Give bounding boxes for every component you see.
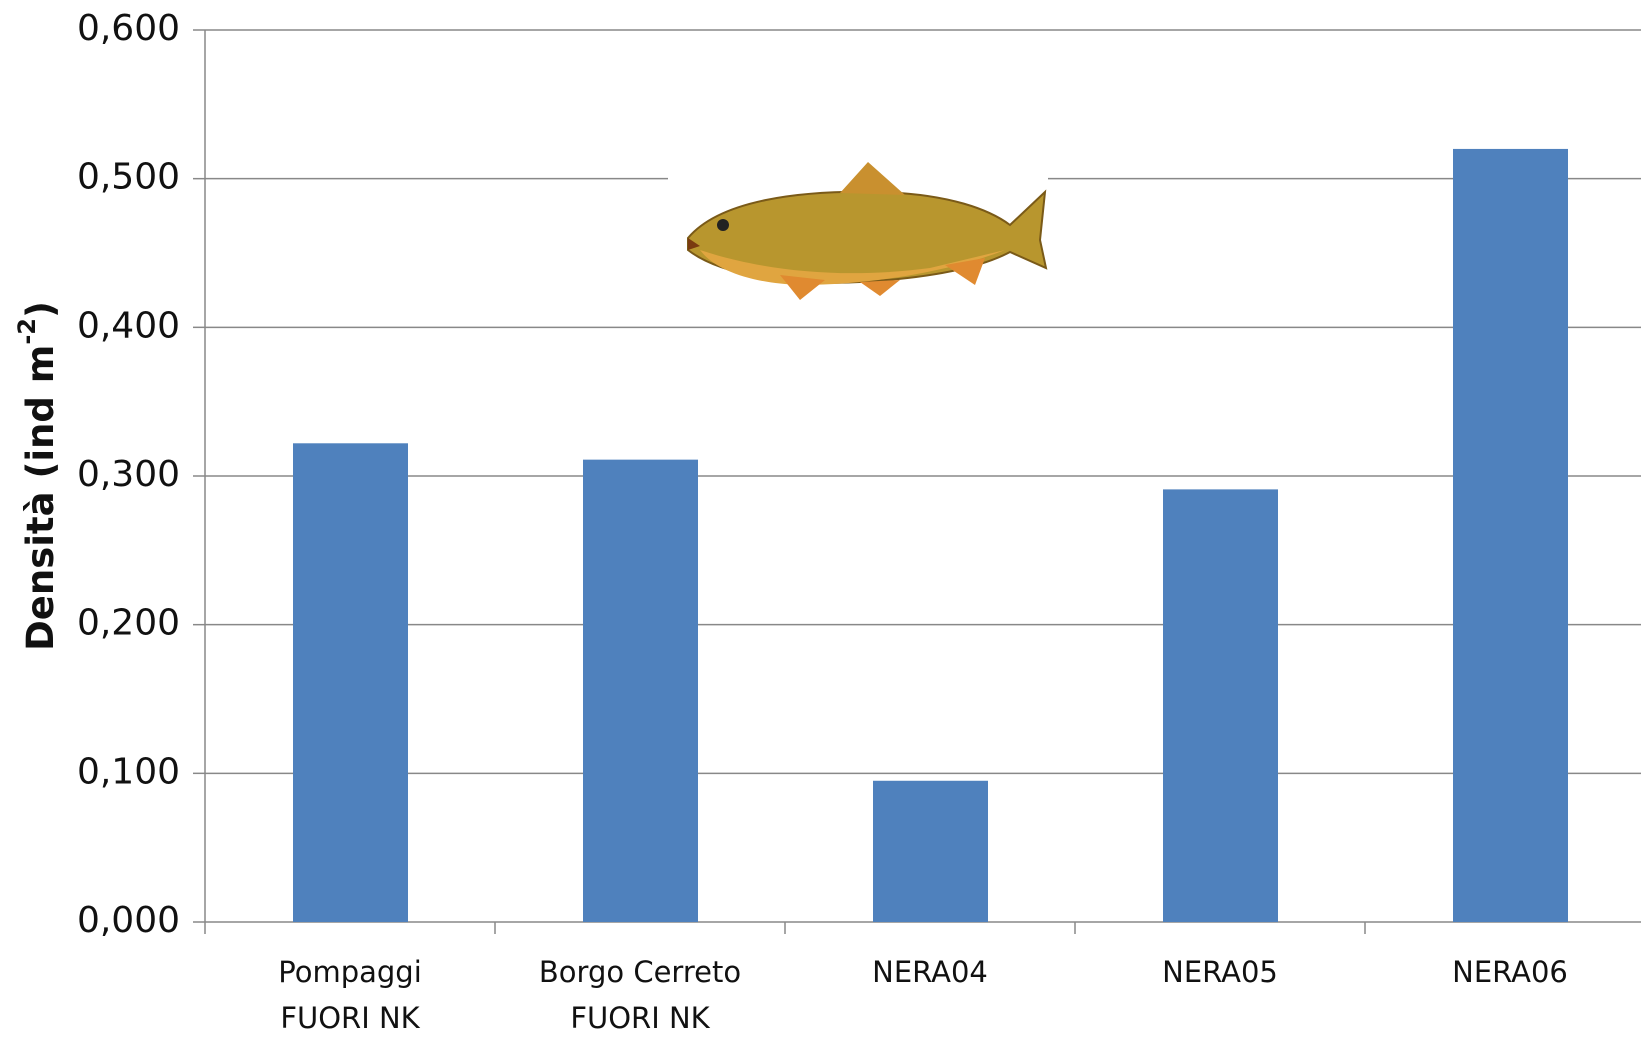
y-axis-title-text: Densità (ind m [19,345,62,651]
y-tick-label: 0,000 [77,900,180,941]
bars [293,148,1568,922]
x-tick-label: Pompaggi [278,955,422,989]
y-tick-label: 0,500 [77,157,180,198]
y-tick-label: 0,600 [77,8,180,49]
y-tick-label: 0,200 [77,603,180,644]
trout-illustration [687,162,1048,300]
y-tick-label: 0,300 [77,454,180,495]
bar [1163,489,1278,922]
x-tick-label: NERA04 [872,955,988,989]
y-axis-title-suffix: ) [19,301,62,318]
y-axis-title-sup: -2 [13,318,41,345]
x-tick-label: NERA06 [1452,955,1568,989]
bar [583,459,698,922]
y-tick-label: 0,100 [77,751,180,792]
bar [1453,148,1568,922]
y-tick-label: 0,400 [77,305,180,346]
x-tick-label: NERA05 [1162,955,1278,989]
y-axis-title: Densità (ind m-2) [13,301,62,651]
x-tick-label: FUORI NK [280,1001,420,1035]
x-tick-label: FUORI NK [570,1001,710,1035]
bar [873,780,988,922]
x-tick-label: Borgo Cerreto [539,955,741,989]
bar [293,443,408,922]
